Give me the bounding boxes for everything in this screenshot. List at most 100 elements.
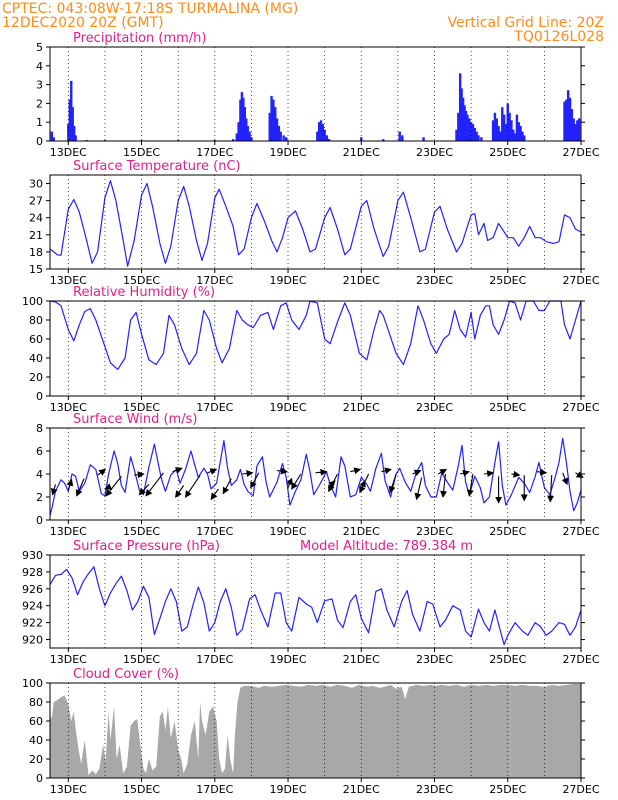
precipitation-bar (319, 120, 323, 141)
precipitation-bar (50, 131, 54, 141)
wind-direction-arrow (207, 468, 218, 475)
precipitation-y-tick-label: 1 (36, 116, 43, 129)
precipitation-y-tick-label: 0 (36, 135, 43, 148)
header-datetime: 12DEC2020 20Z (GMT) (2, 15, 164, 31)
precipitation-bar (471, 124, 475, 141)
precipitation-bar (272, 99, 275, 141)
precipitation-bar (577, 118, 581, 141)
wind-direction-arrow (315, 468, 328, 476)
precipitation-bar (382, 139, 385, 141)
precipitation-bar (493, 112, 497, 141)
precipitation-bar (240, 92, 244, 141)
precipitation-x-tick-label: 17DEC (196, 146, 233, 159)
humidity-x-tick-label: 15DEC (123, 401, 160, 414)
header-model-id: TQ0126L028 (514, 29, 604, 45)
pressure-x-tick-label: 23DEC (416, 653, 453, 666)
humidity-y-tick-label: 100 (22, 295, 43, 308)
wind-direction-arrow (172, 467, 183, 474)
temperature-x-tick-label: 21DEC (343, 274, 380, 287)
precipitation-bar (71, 107, 74, 141)
cloud-area (50, 684, 581, 778)
precipitation-bar (458, 73, 462, 141)
pressure-y-tick-label: 924 (22, 600, 43, 613)
precipitation-bar (466, 114, 469, 141)
wind-x-tick-label: 25DEC (489, 525, 526, 538)
wind-y-tick-label: 4 (36, 468, 43, 481)
cloud-y-tick-label: 80 (29, 696, 43, 709)
wind-direction-arrow (97, 468, 107, 476)
cloud-x-tick-label: 19DEC (269, 783, 306, 796)
wind-direction-arrow (460, 469, 470, 477)
precipitation-bar (74, 135, 77, 141)
precipitation-bar (237, 122, 240, 141)
pressure-y-tick-label: 928 (22, 566, 43, 579)
precipitation-bar (457, 112, 460, 141)
precipitation-bar (317, 122, 321, 141)
precipitation-y-tick-label: 3 (36, 79, 43, 92)
precipitation-bar (242, 97, 245, 141)
precipitation-bar (316, 131, 319, 141)
wind-direction-arrow (145, 472, 164, 497)
humidity-y-tick-label: 60 (29, 333, 43, 346)
precipitation-bar (245, 118, 248, 141)
wind-direction-arrow (381, 467, 392, 475)
wind-direction-arrow (222, 478, 232, 495)
precipitation-bar (495, 118, 498, 141)
humidity-frame (49, 300, 582, 397)
pressure-subtitle: Model Altitude: 789.384 m (300, 539, 473, 554)
wind-direction-arrow (250, 472, 260, 489)
precipitation-bar (235, 133, 238, 141)
precipitation-bar (231, 139, 235, 141)
wind-line (49, 437, 582, 516)
precipitation-bar (497, 125, 500, 141)
cloud-y-tick-label: 20 (29, 753, 43, 766)
pressure-x-tick-label: 17DEC (196, 653, 233, 666)
precipitation-bar (566, 90, 570, 141)
precipitation-bar (510, 120, 513, 141)
wind-x-tick-label: 21DEC (343, 525, 380, 538)
wind-direction-arrow (291, 473, 302, 490)
wind-direction-arrow (437, 468, 448, 476)
precipitation-x-tick-label: 13DEC (50, 146, 87, 159)
precipitation-bar (239, 99, 242, 141)
wind-x-tick-label: 23DEC (416, 525, 453, 538)
precipitation-bar (243, 107, 247, 141)
precipitation-bar (517, 122, 520, 141)
cloud-x-tick-label: 23DEC (416, 783, 453, 796)
wind-direction-arrow (104, 483, 113, 490)
precipitation-bar (521, 131, 524, 141)
precipitation-bar (268, 112, 271, 141)
wind-direction-arrow (547, 475, 555, 503)
precipitation-x-tick-label: 27DEC (562, 146, 599, 159)
precipitation-bar (464, 110, 468, 141)
precipitation-x-tick-label: 23DEC (416, 146, 453, 159)
cloud-y-tick-label: 0 (36, 772, 43, 785)
precipitation-bar (491, 120, 495, 141)
wind-direction-arrow (414, 477, 423, 501)
precipitation-bar (504, 124, 508, 141)
cloud-x-tick-label: 27DEC (562, 783, 599, 796)
wind-x-tick-label: 19DEC (269, 525, 306, 538)
precipitation-bar (321, 124, 325, 141)
cloud-x-tick-label: 15DEC (123, 783, 160, 796)
wind-direction-arrow (105, 475, 122, 497)
cloud-x-tick-label: 21DEC (343, 783, 380, 796)
wind-direction-arrow (184, 474, 201, 498)
wind-direction-arrow (483, 470, 495, 478)
wind-x-tick-label: 17DEC (196, 525, 233, 538)
precipitation-bar (67, 124, 70, 141)
precipitation-bar (274, 107, 277, 141)
precipitation-y-tick-label: 2 (36, 97, 43, 110)
wind-direction-arrow (210, 488, 219, 501)
precipitation-bar (285, 137, 288, 141)
humidity-x-tick-label: 23DEC (416, 401, 453, 414)
precipitation-bar (325, 135, 329, 141)
precipitation-bar (463, 105, 466, 141)
temperature-line (49, 180, 582, 267)
precipitation-x-tick-label: 21DEC (343, 146, 380, 159)
temperature-x-tick-label: 25DEC (489, 274, 526, 287)
header-station: CPTEC: 043:08W-17:18S TURMALINA (MG) (2, 1, 299, 17)
precipitation-bar (513, 133, 517, 141)
wind-direction-arrow (561, 472, 569, 486)
